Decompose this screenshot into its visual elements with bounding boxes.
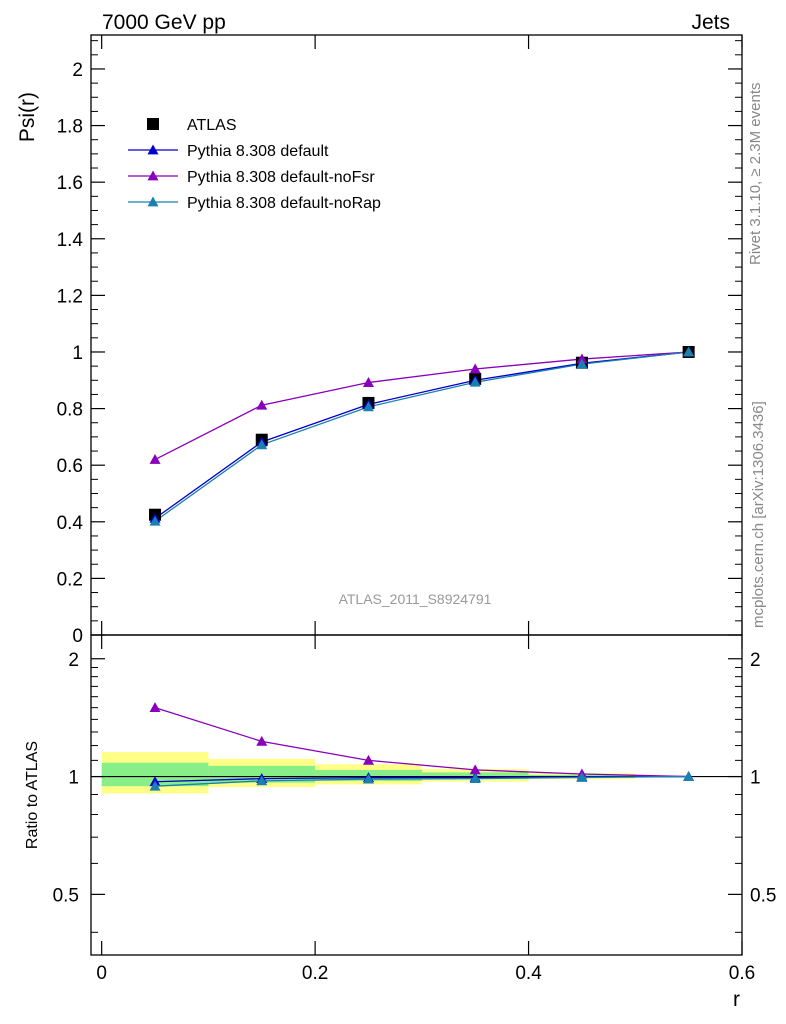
main-y-tick-label: 0.6 [57,456,83,477]
mc-data-point [256,439,268,450]
legend-marker-square [147,118,159,130]
ratio-y-tick-label-right: 0.5 [750,885,776,906]
mc-data-point [469,376,481,387]
main-y-tick-label: 1.8 [57,117,83,138]
x-tick-label: 0 [96,963,107,984]
main-y-ticks: 0 0.2 0.4 0.6 0.8 1 1.2 1.4 1.6 1.8 2 [57,40,742,647]
ratio-y-axis-title: Ratio to ATLAS [24,741,41,849]
mc-data-point [576,358,588,369]
x-tick-label: 0.4 [515,963,542,984]
main-y-tick-label: 2 [72,60,83,81]
ratio-series-lines [149,702,695,791]
header-right-label: Jets [691,11,730,34]
legend-marker-triangle [147,170,159,181]
ratio-plot-frame [90,634,743,956]
ratio-data-point [256,735,268,746]
mc-data-point [576,353,588,364]
main-y-axis-title: Psi(r) [16,92,39,142]
mc-data-point [683,346,695,357]
rivet-version-label: Rivet 3.1.10, ≥ 2.3M events [747,83,764,266]
ratio-data-point [149,780,161,791]
legend-label: Pythia 8.308 default [187,143,329,160]
main-y-tick-label: 1.6 [57,173,83,194]
mc-data-point [469,363,481,374]
main-y-tick-label: 1.2 [57,286,83,307]
main-series-line [154,351,689,461]
legend: ATLAS Pythia 8.308 default Pythia 8.308 de… [128,117,381,212]
main-series-line [154,351,689,519]
main-y-tick-label: 0.8 [57,400,83,421]
ratio-y-tick-label: 1 [68,768,79,789]
legend-label: Pythia 8.308 default-noFsr [187,169,375,186]
ratio-y-tick-label-right: 2 [750,650,761,671]
ratio-y-tick-label-right: 1 [750,768,761,789]
main-y-tick-label: 1.4 [57,230,84,251]
ratio-uncertainty-bands [91,752,742,794]
ratio-y-ticks: 0.5 0.5 1 1 2 2 [53,650,776,933]
ratio-data-point [362,773,374,784]
x-axis-title: r [733,988,740,1011]
ratio-series-line [154,707,689,778]
ratio-y-tick-label: 0.5 [53,885,79,906]
mc-data-point [362,401,374,412]
ratio-data-point [362,754,374,765]
main-y-tick-label: 1 [72,343,83,364]
x-tick-label: 0.6 [729,963,755,984]
legend-marker-triangle [147,144,159,155]
main-series-lines [149,345,695,526]
main-y-tick-label: 0.2 [57,569,83,590]
ratio-data-point [683,771,695,781]
x-tick-label: 0.2 [302,963,328,984]
legend-label: ATLAS [187,117,237,134]
ratio-y-tick-label: 2 [68,650,79,671]
mcplots-credit-label: mcplots.cern.ch [arXiv:1306.3436] [750,401,767,628]
analysis-watermark: ATLAS_2011_S8924791 [339,591,492,607]
legend-marker-triangle [147,196,159,207]
ratio-data-point [256,775,268,786]
main-y-tick-label: 0 [72,626,83,647]
legend-label: Pythia 8.308 default-noRap [187,195,381,212]
mc-data-point [149,515,161,526]
main-series-line [154,351,689,522]
mc-data-point [256,399,268,410]
ratio-data-point [469,773,481,784]
ratio-data-point [469,764,481,775]
ratio-data-point [149,702,161,713]
mc-data-point [362,377,374,387]
main-y-tick-label: 0.4 [57,513,84,534]
ratio-data-point [576,771,588,782]
ratio-series-line [155,775,689,787]
mc-data-point [149,454,161,464]
green-band-segment [101,762,209,787]
header-left-label: 7000 GeV pp [102,11,226,34]
